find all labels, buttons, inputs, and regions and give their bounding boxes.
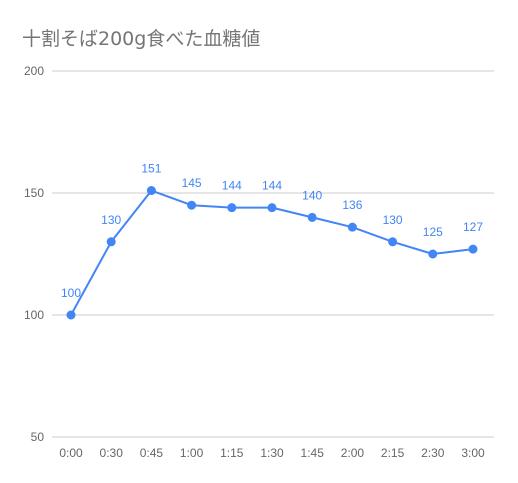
data-label: 100 [61, 286, 81, 300]
data-label: 144 [262, 179, 282, 193]
y-tick-label: 100 [24, 308, 44, 322]
data-label: 145 [182, 176, 202, 190]
data-point [307, 212, 317, 222]
x-tick-label: 1:00 [180, 446, 204, 460]
x-tick-label: 0:45 [140, 446, 164, 460]
x-tick-label: 1:30 [260, 446, 284, 460]
data-label: 127 [463, 220, 483, 234]
data-label: 125 [423, 225, 443, 239]
data-label: 144 [222, 179, 242, 193]
y-tick-label: 50 [31, 430, 45, 444]
x-tick-label: 2:15 [381, 446, 405, 460]
data-labels: 100 130 151 145 144 144 140 136 130 125 127 [61, 162, 483, 300]
data-label: 151 [141, 162, 161, 176]
x-tick-label: 0:30 [100, 446, 124, 460]
data-label: 140 [302, 188, 322, 202]
x-tick-label: 3:00 [461, 446, 485, 460]
data-point [66, 310, 76, 320]
y-tick-label: 150 [24, 186, 44, 200]
x-axis-ticks: 0:00 0:30 0:45 1:00 1:15 1:30 1:45 2:00 2:15 2:30… [59, 446, 485, 460]
data-point [388, 237, 398, 247]
data-label: 136 [342, 198, 362, 212]
data-point [227, 203, 237, 213]
x-tick-label: 0:00 [59, 446, 83, 460]
data-point [106, 237, 116, 247]
x-tick-label: 2:30 [421, 446, 445, 460]
data-point [347, 222, 357, 232]
x-tick-label: 2:00 [341, 446, 365, 460]
data-points [66, 186, 478, 320]
data-label: 130 [383, 213, 403, 227]
data-point [428, 249, 438, 259]
y-axis-ticks: 50 100 150 200 [24, 64, 44, 444]
data-point [267, 203, 277, 213]
chart-title: 十割そば200g食べた血糖値 [22, 28, 261, 50]
data-label: 130 [101, 213, 121, 227]
gridlines [52, 70, 494, 438]
data-point [468, 244, 478, 254]
data-point [146, 186, 156, 196]
x-tick-label: 1:15 [220, 446, 244, 460]
data-point [187, 200, 197, 210]
x-tick-label: 1:45 [301, 446, 325, 460]
y-tick-label: 200 [24, 64, 44, 78]
